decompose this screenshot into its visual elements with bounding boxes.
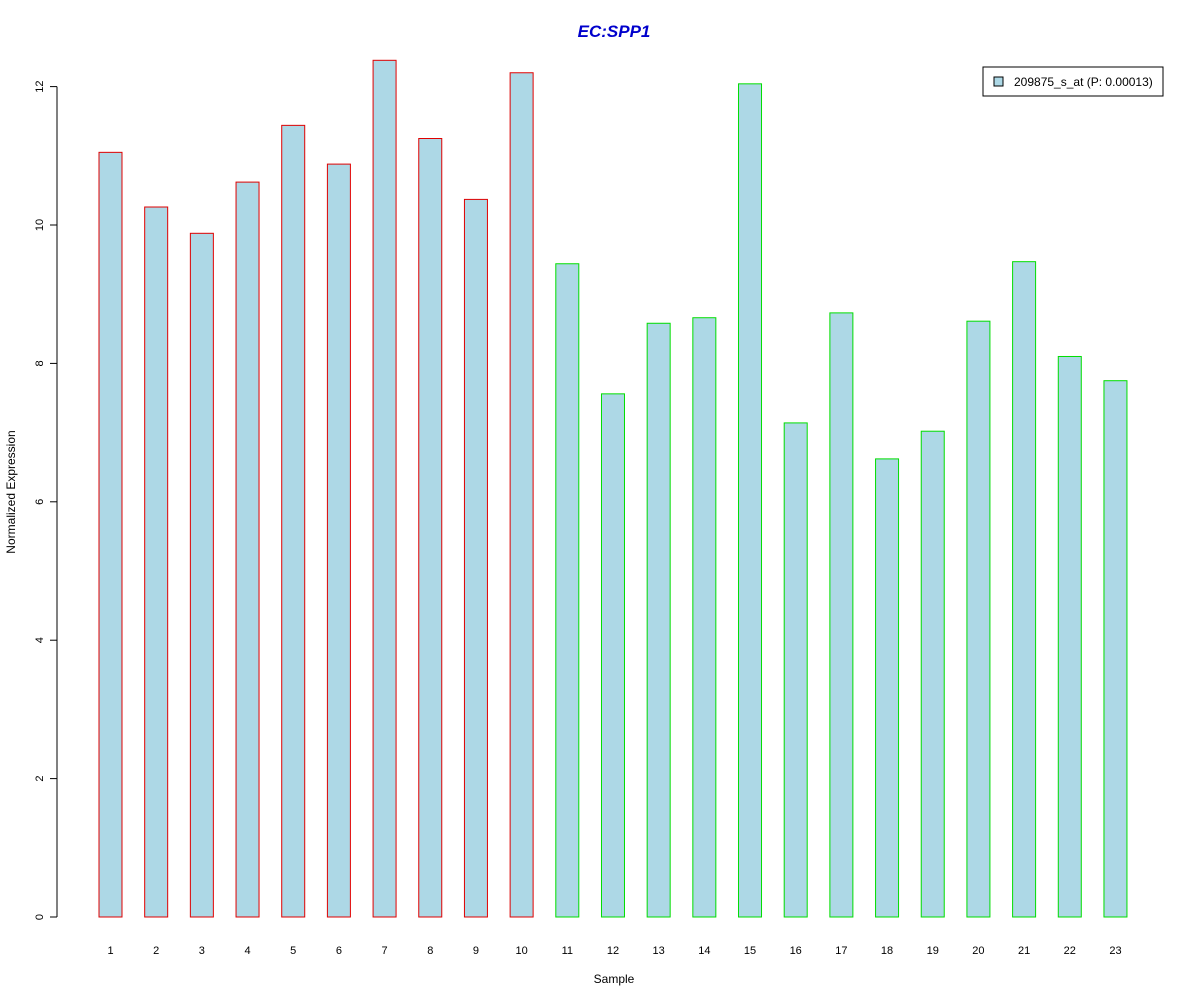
x-tick-label: 1 xyxy=(107,945,113,957)
x-tick-label: 6 xyxy=(336,945,342,957)
x-tick-label: 23 xyxy=(1109,945,1121,957)
y-tick-label: 0 xyxy=(34,914,46,920)
bars xyxy=(98,59,1128,918)
bar xyxy=(966,320,991,918)
x-tick-label: 18 xyxy=(881,945,893,957)
bar xyxy=(646,322,671,918)
y-axis-title: Normalized Expression xyxy=(4,430,18,553)
x-tick-label: 14 xyxy=(698,945,710,957)
bar xyxy=(418,138,443,918)
legend: 209875_s_at (P: 0.00013) xyxy=(982,66,1164,97)
x-tick-label: 10 xyxy=(515,945,527,957)
y-axis: 0 2 4 6 8 10 12 xyxy=(34,80,58,920)
bar xyxy=(920,430,945,918)
x-tick-label: 11 xyxy=(562,945,573,957)
y-tick-label: 6 xyxy=(34,499,46,505)
y-tick-label: 12 xyxy=(34,80,46,92)
x-tick-label: 2 xyxy=(153,945,159,957)
bar xyxy=(692,317,717,918)
x-tick-label: 8 xyxy=(427,945,433,957)
bar xyxy=(189,232,214,918)
bar xyxy=(738,83,763,918)
bar xyxy=(326,163,351,918)
x-tick-labels: 1 2 3 4 5 6 7 8 9 10 11 12 13 14 15 16 17 18 19 20 21 22 23 xyxy=(107,945,1121,957)
bar xyxy=(372,59,397,918)
x-tick-label: 9 xyxy=(473,945,479,957)
bar xyxy=(463,198,488,918)
bar xyxy=(235,181,260,918)
legend-label: 209875_s_at (P: 0.00013) xyxy=(1014,75,1153,89)
bar xyxy=(875,458,900,918)
chart-title: EC:SPP1 xyxy=(578,22,651,41)
bar xyxy=(509,72,534,918)
bar xyxy=(1057,355,1082,918)
bar xyxy=(281,124,306,918)
x-tick-label: 3 xyxy=(199,945,205,957)
x-axis-title: Sample xyxy=(594,972,635,986)
bar xyxy=(555,263,580,918)
x-tick-label: 17 xyxy=(835,945,847,957)
legend-swatch xyxy=(993,76,1004,87)
bar xyxy=(98,151,123,918)
x-tick-label: 12 xyxy=(607,945,619,957)
x-tick-label: 16 xyxy=(790,945,802,957)
bar xyxy=(600,393,625,918)
x-tick-label: 7 xyxy=(382,945,388,957)
x-tick-label: 20 xyxy=(972,945,984,957)
x-tick-label: 5 xyxy=(290,945,296,957)
legend-box xyxy=(982,66,1164,97)
bar xyxy=(1103,380,1128,918)
x-tick-label: 13 xyxy=(653,945,665,957)
x-tick-label: 21 xyxy=(1018,945,1030,957)
x-tick-label: 15 xyxy=(744,945,756,957)
bar xyxy=(144,206,169,918)
bar xyxy=(829,312,854,918)
x-tick-label: 19 xyxy=(927,945,939,957)
y-tick-label: 4 xyxy=(34,637,46,643)
y-tick-label: 8 xyxy=(34,360,46,366)
x-tick-label: 4 xyxy=(244,945,250,957)
y-tick-label: 2 xyxy=(34,776,46,782)
bar xyxy=(783,422,808,918)
y-tick-label: 10 xyxy=(34,219,46,231)
x-tick-label: 22 xyxy=(1064,945,1076,957)
bar xyxy=(1012,261,1037,918)
